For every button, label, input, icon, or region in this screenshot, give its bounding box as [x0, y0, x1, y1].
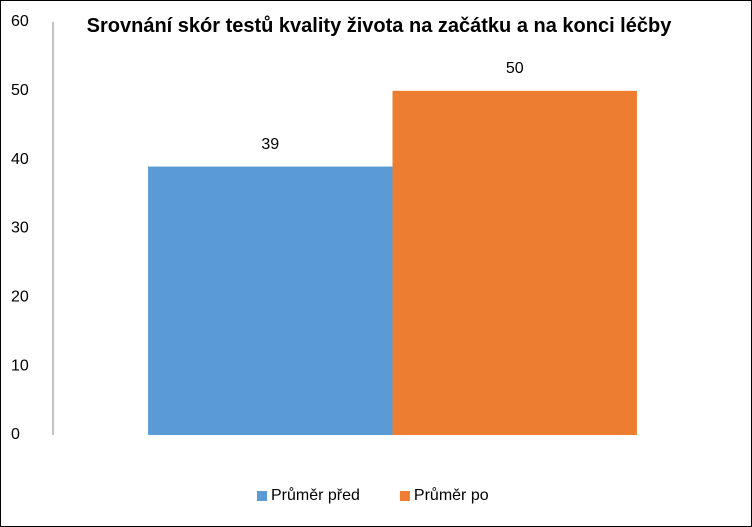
y-tick-label: 40: [11, 151, 29, 168]
y-tick-label: 30: [11, 220, 29, 237]
y-tick-label: 60: [11, 13, 29, 30]
chart-title: Srovnání skór testů kvality života na za…: [86, 15, 672, 37]
y-tick-label: 10: [11, 357, 29, 374]
y-tick-label: 20: [11, 289, 29, 306]
y-tick-label: 50: [11, 82, 29, 99]
legend-label: Průměr před: [271, 486, 360, 504]
legend-swatch: [257, 491, 267, 501]
y-tick-label: 0: [11, 426, 20, 443]
bar: [392, 90, 637, 435]
data-label: 39: [261, 136, 279, 153]
legend-label: Průměr po: [414, 486, 489, 504]
data-label: 50: [506, 60, 524, 77]
bar: [148, 166, 393, 436]
legend-swatch: [399, 491, 410, 501]
